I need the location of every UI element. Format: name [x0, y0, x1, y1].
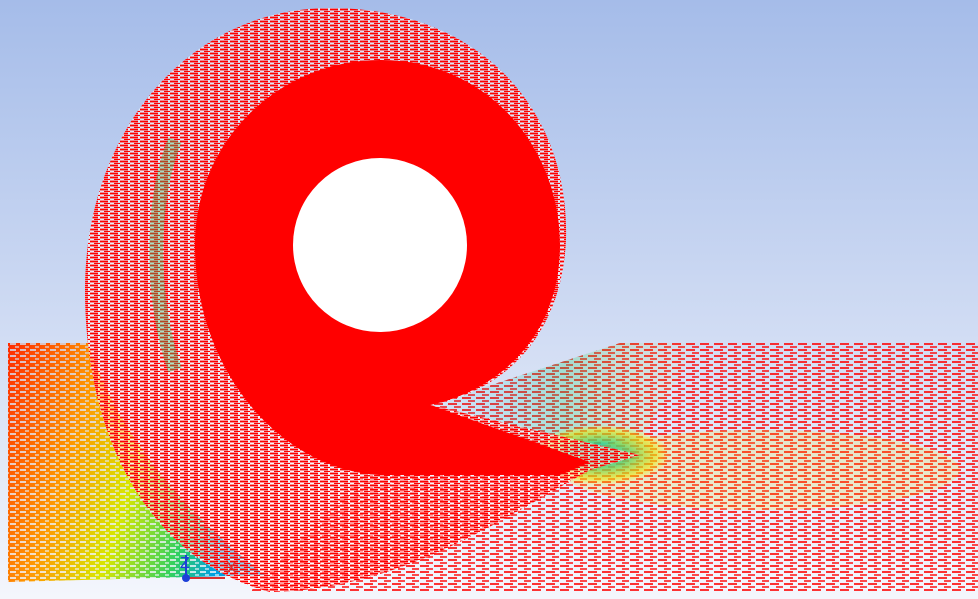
- z-label: Z: [180, 555, 190, 572]
- triad-origin: [182, 574, 190, 582]
- hub-hole: [293, 158, 467, 332]
- x-label: X: [226, 560, 237, 577]
- outlet-mixing: [560, 430, 960, 510]
- page: Z X (() => { const data = JSON.parse(doc…: [0, 0, 978, 599]
- viewport: Z X: [0, 0, 978, 599]
